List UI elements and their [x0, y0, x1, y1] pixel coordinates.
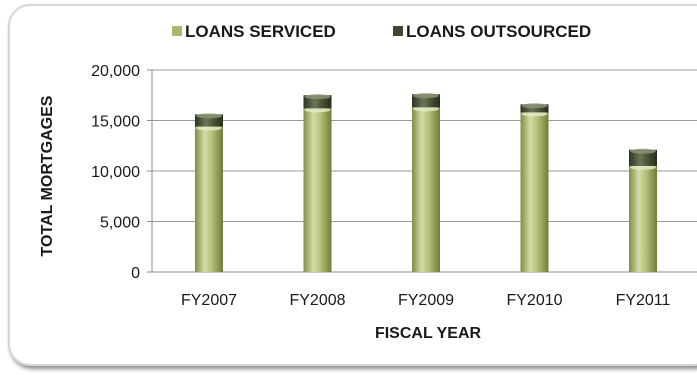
y-tick-label: 15,000: [91, 114, 140, 131]
bar-loans-serviced: [303, 108, 332, 272]
bar-top-highlight: [630, 148, 656, 154]
bar-top-highlight: [413, 106, 439, 112]
x-tick-label: FY2008: [289, 292, 345, 309]
legend: LOANS SERVICED LOANS OUTSOURCED: [172, 22, 591, 41]
bar-loans-serviced: [195, 126, 223, 272]
bar-loans-serviced: [629, 165, 657, 272]
bar-top-highlight: [196, 113, 222, 119]
x-tick-label: FY2007: [181, 292, 237, 309]
x-axis-ticks: FY2007 FY2008 FY2009 FY2010 FY2011: [181, 292, 671, 309]
bar-top-highlight: [521, 111, 548, 117]
bar-top-highlight: [413, 93, 439, 99]
y-tick-label: 20,000: [91, 63, 140, 80]
chart-frame: [8, 4, 697, 366]
bar-loans-outsourced: [520, 104, 549, 113]
legend-swatch-outsourced: [393, 26, 403, 36]
x-tick-label: FY2011: [616, 292, 671, 309]
y-axis-ticks: 0 5,000 10,000 15,000 20,000: [91, 63, 140, 282]
bar-top-highlight: [304, 94, 331, 100]
x-axis-title: FISCAL YEAR: [375, 325, 482, 342]
y-tick-label: 0: [131, 265, 140, 282]
legend-swatch-serviced: [172, 26, 182, 36]
bar-top-highlight: [304, 107, 331, 113]
legend-label-outsourced: LOANS OUTSOURCED: [406, 22, 591, 41]
bar-top-highlight: [521, 103, 548, 109]
bars: [195, 93, 657, 273]
bar-loans-serviced: [520, 112, 549, 272]
y-tick-label: 10,000: [91, 164, 140, 181]
x-tick-label: FY2010: [506, 292, 562, 309]
x-tick-label: FY2009: [398, 292, 454, 309]
bar-loans-outsourced: [629, 149, 657, 166]
y-axis-title: TOTAL MORTGAGES: [39, 95, 56, 256]
bar-top-highlight: [196, 125, 222, 131]
y-tick-label: 5,000: [100, 215, 140, 232]
bar-loans-serviced: [412, 107, 440, 273]
bar-top-highlight: [630, 164, 656, 170]
legend-label-serviced: LOANS SERVICED: [185, 22, 336, 41]
